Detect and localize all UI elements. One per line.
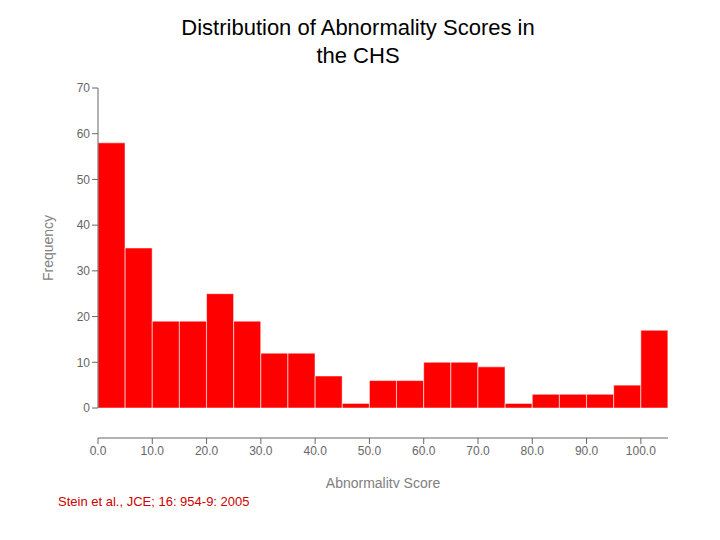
svg-text:20.0: 20.0 [195,444,219,458]
svg-text:Frequency: Frequency [40,215,56,281]
svg-text:30: 30 [77,264,91,278]
svg-text:10: 10 [77,356,91,370]
svg-text:90.0: 90.0 [575,444,599,458]
svg-text:40: 40 [77,218,91,232]
svg-text:60: 60 [77,127,91,141]
svg-text:10.0: 10.0 [141,444,165,458]
svg-text:Abnormality Score: Abnormality Score [326,475,441,488]
svg-text:50.0: 50.0 [358,444,382,458]
svg-text:20: 20 [77,310,91,324]
svg-text:0.0: 0.0 [90,444,107,458]
svg-text:70.0: 70.0 [466,444,490,458]
svg-text:70: 70 [77,81,91,95]
svg-text:60.0: 60.0 [412,444,436,458]
html-text:Distribution of Abnormality Sc: Distribution of Abnormality Scores in th… [181,15,535,68]
svg-text:80.0: 80.0 [521,444,545,458]
svg-text:0: 0 [83,401,90,415]
svg-text:30.0: 30.0 [249,444,273,458]
svg-text:100.0: 100.0 [626,444,656,458]
html-text:Stein et al., JCE; 16: 954-9:: Stein et al., JCE; 16: 954-9: 2005 [58,494,250,509]
svg-text:40.0: 40.0 [303,444,327,458]
svg-text:50: 50 [77,173,91,187]
